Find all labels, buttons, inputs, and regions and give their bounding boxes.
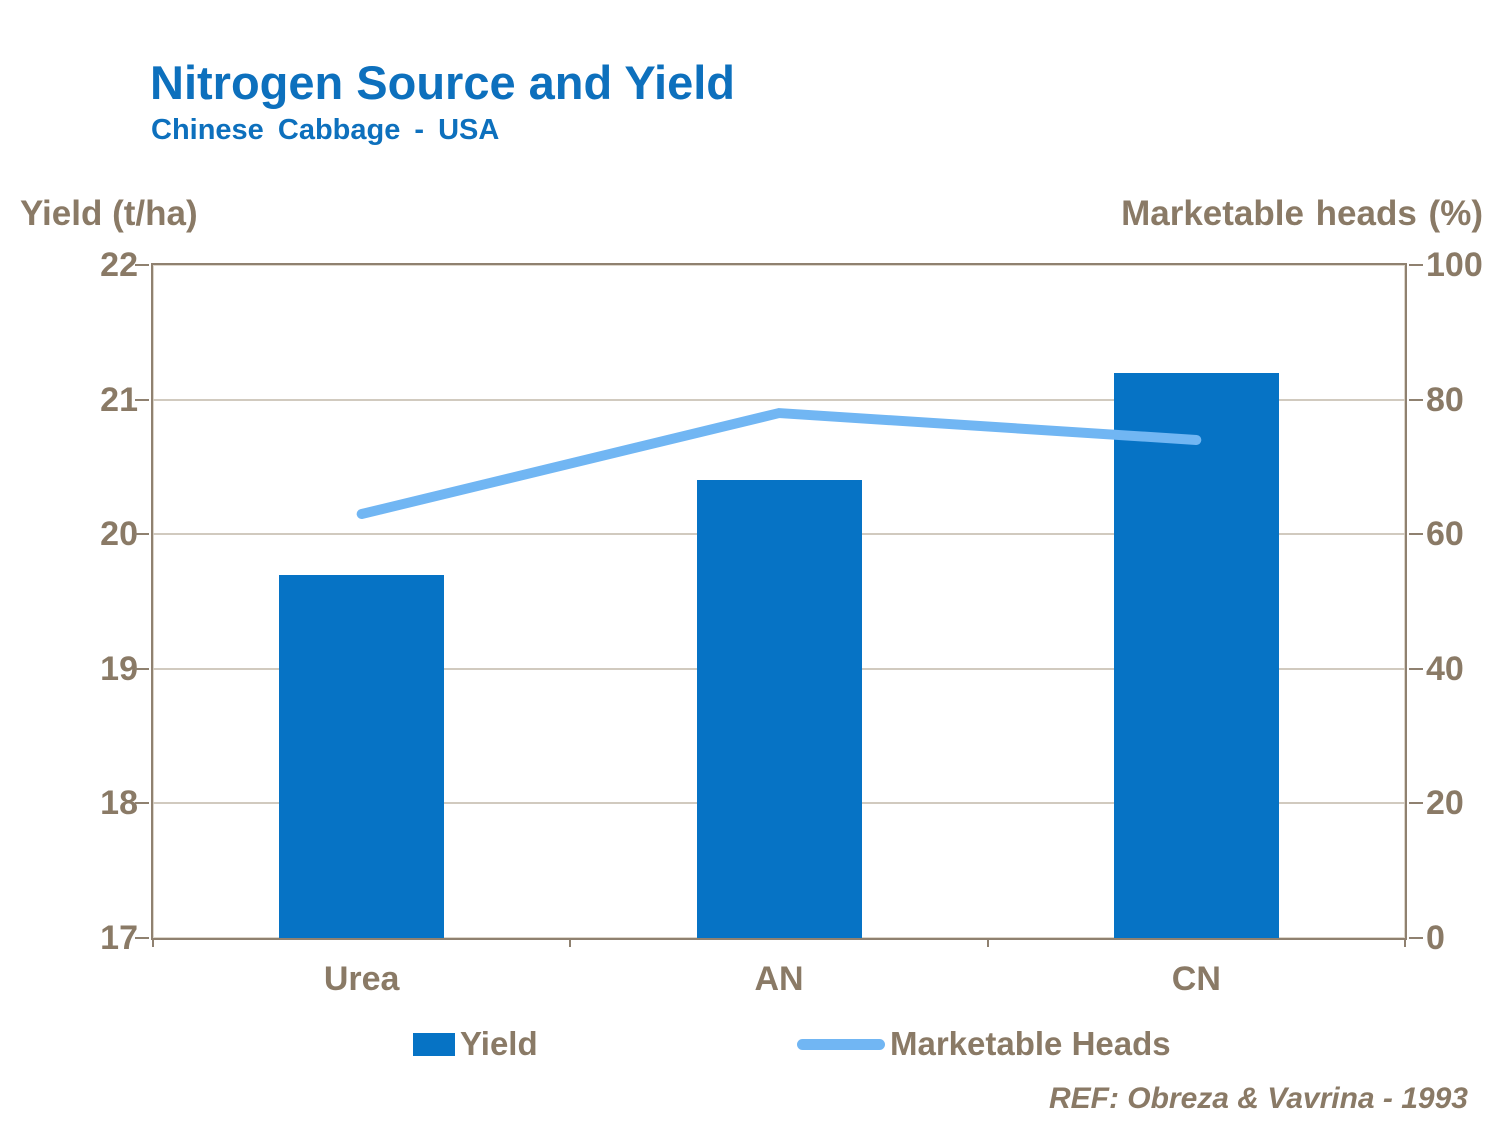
right-axis-title: Marketable heads (%) (1121, 194, 1483, 233)
x-axis-tick (1404, 938, 1406, 947)
legend: Yield Marketable Heads (0, 1024, 1501, 1064)
right-axis-tick-labels: 100 80 60 40 20 0 (1426, 247, 1501, 956)
left-axis-tick (135, 533, 149, 536)
right-axis-tick-label: 20 (1426, 784, 1464, 823)
left-axis-title: Yield (t/ha) (20, 194, 198, 233)
right-axis-tick-label: 40 (1426, 649, 1464, 688)
right-axis-tick-label: 100 (1426, 246, 1483, 284)
right-axis-tick (1409, 264, 1423, 266)
page-subtitle: Chinese Cabbage - USA (151, 114, 500, 146)
right-axis-tick (1409, 533, 1423, 536)
x-axis-tick (569, 938, 572, 947)
yield-series-swatch (413, 1032, 455, 1056)
marketable-heads-line (356, 408, 1202, 520)
right-axis-tick (1409, 802, 1423, 805)
x-axis-label-cn: CN (1171, 960, 1221, 998)
legend-item-yield: Yield (413, 1024, 538, 1064)
right-axis-tick-label: 80 (1426, 380, 1464, 419)
x-axis-tick (986, 938, 989, 947)
left-axis-tick (135, 802, 149, 805)
page-title: Nitrogen Source and Yield (150, 56, 735, 109)
left-axis-tick-label: 19 (100, 649, 138, 688)
right-axis-tick (1409, 937, 1423, 939)
left-axis-tick-labels: 22 21 20 19 18 17 (0, 247, 138, 956)
marketable-heads-series-swatch (797, 1038, 885, 1050)
left-axis-tick (135, 937, 149, 939)
x-axis-category-labels: Urea AN CN (153, 960, 1405, 1000)
left-axis-tick-label: 18 (100, 784, 138, 823)
bar-an (696, 480, 862, 938)
right-axis-tick-label: 60 (1426, 515, 1464, 554)
right-axis-tick-label: 0 (1426, 919, 1445, 957)
x-axis-label-an: AN (754, 960, 804, 998)
reference-citation: REF: Obreza & Vavrina - 1993 (1048, 1082, 1468, 1115)
legend-label-marketable-heads: Marketable Heads (890, 1025, 1171, 1062)
bar-urea (279, 574, 445, 938)
left-axis-tick-label: 17 (100, 919, 138, 957)
left-axis-tick-label: 21 (100, 380, 138, 419)
plot-area (135, 263, 1423, 947)
left-axis-tick-label: 22 (100, 246, 138, 284)
bar-cn (1113, 372, 1279, 938)
legend-label-yield: Yield (460, 1025, 538, 1062)
left-axis-tick (135, 667, 149, 670)
right-axis-tick (1409, 398, 1423, 401)
x-axis-tick (152, 938, 154, 947)
left-axis-tick (135, 264, 149, 266)
left-axis-tick-label: 20 (100, 515, 138, 554)
legend-item-marketable-heads: Marketable Heads (797, 1024, 1171, 1064)
gridline (153, 398, 1405, 401)
x-axis-label-urea: Urea (323, 960, 400, 998)
right-axis-tick (1409, 667, 1423, 670)
left-axis-tick (135, 398, 149, 401)
